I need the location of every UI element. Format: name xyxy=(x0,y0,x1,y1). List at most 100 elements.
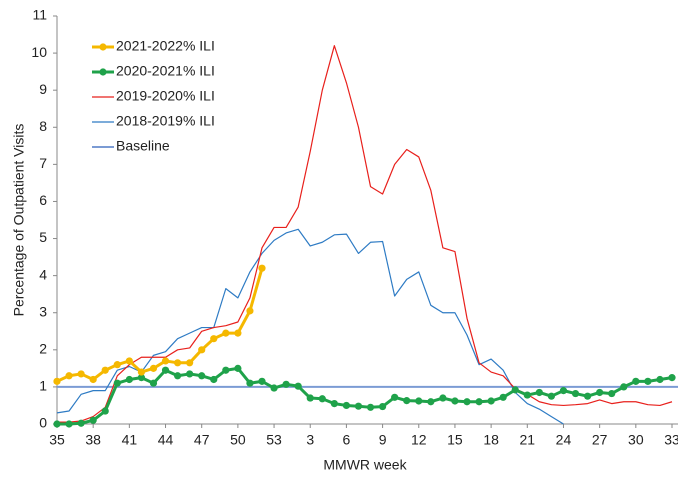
x-tick-label: 9 xyxy=(379,432,387,448)
marker xyxy=(149,379,158,387)
legend-label: 2020-2021% ILI xyxy=(116,63,215,79)
marker xyxy=(583,392,592,400)
marker xyxy=(125,375,133,384)
marker xyxy=(415,397,423,405)
marker xyxy=(427,398,435,406)
marker xyxy=(354,402,363,410)
marker xyxy=(173,372,182,380)
marker xyxy=(258,264,266,272)
y-tick-label: 3 xyxy=(39,303,47,319)
y-tick-label: 7 xyxy=(39,155,47,171)
marker xyxy=(258,377,266,385)
marker xyxy=(234,329,242,337)
y-tick-label: 8 xyxy=(39,118,47,134)
x-tick-label: 3 xyxy=(306,432,314,448)
x-axis-label: MMWR week xyxy=(323,457,407,473)
marker xyxy=(186,370,194,378)
marker xyxy=(342,401,351,410)
marker xyxy=(571,389,580,398)
x-tick-label: 33 xyxy=(664,432,678,448)
marker xyxy=(608,389,616,398)
marker xyxy=(65,372,73,380)
marker xyxy=(644,377,652,385)
marker xyxy=(535,388,543,397)
marker xyxy=(89,416,97,424)
marker xyxy=(186,359,194,367)
marker xyxy=(101,407,109,415)
x-tick-label: 12 xyxy=(411,432,427,448)
marker xyxy=(306,394,314,402)
y-tick-label: 6 xyxy=(39,192,47,208)
y-tick-label: 4 xyxy=(39,266,47,282)
x-tick-label: 53 xyxy=(266,432,282,448)
legend-label: 2019-2020% ILI xyxy=(116,88,215,104)
marker xyxy=(210,335,218,343)
y-tick-label: 9 xyxy=(39,81,47,97)
x-tick-label: 50 xyxy=(230,432,246,448)
marker xyxy=(113,361,121,369)
marker xyxy=(632,377,640,385)
marker xyxy=(210,375,218,384)
marker xyxy=(451,397,459,405)
marker xyxy=(173,359,182,367)
marker xyxy=(463,398,471,406)
marker xyxy=(246,307,254,315)
marker xyxy=(475,398,483,406)
marker xyxy=(511,386,519,394)
marker xyxy=(596,388,604,397)
marker xyxy=(77,419,85,427)
marker xyxy=(137,374,146,382)
marker xyxy=(198,346,206,354)
x-tick-label: 44 xyxy=(158,432,174,448)
y-tick-label: 11 xyxy=(32,7,47,23)
marker xyxy=(294,382,302,390)
y-tick-label: 5 xyxy=(39,229,47,245)
x-tick-label: 41 xyxy=(122,432,138,448)
marker xyxy=(198,372,206,380)
marker xyxy=(378,402,387,411)
marker xyxy=(282,380,290,388)
marker xyxy=(487,397,495,405)
marker xyxy=(330,400,338,408)
marker xyxy=(499,393,507,401)
y-tick-label: 1 xyxy=(39,378,47,394)
marker xyxy=(270,384,278,392)
legend-marker xyxy=(99,43,107,51)
marker xyxy=(668,374,676,382)
x-tick-label: 6 xyxy=(343,432,351,448)
marker xyxy=(65,420,73,428)
x-tick-label: 38 xyxy=(85,432,101,448)
x-tick-label: 21 xyxy=(520,432,536,448)
marker xyxy=(113,379,121,387)
marker xyxy=(620,383,628,391)
marker xyxy=(89,375,97,384)
marker xyxy=(125,357,133,365)
legend-label: 2018-2019% ILI xyxy=(116,113,215,129)
marker xyxy=(222,329,230,337)
marker xyxy=(53,420,61,428)
marker xyxy=(101,366,109,374)
y-axis-label: Percentage of Outpatient Visits xyxy=(11,124,27,317)
legend-label: 2021-2022% ILI xyxy=(116,38,215,54)
marker xyxy=(222,366,230,374)
y-tick-label: 10 xyxy=(31,44,47,60)
x-tick-label: 18 xyxy=(483,432,499,448)
series-line xyxy=(57,366,673,426)
y-tick-label: 2 xyxy=(39,341,47,357)
x-tick-label: 27 xyxy=(592,432,608,448)
marker xyxy=(149,364,158,372)
marker xyxy=(53,377,61,385)
x-tick-label: 47 xyxy=(194,432,210,448)
marker xyxy=(656,375,664,384)
marker xyxy=(161,366,170,374)
marker xyxy=(439,394,447,402)
marker xyxy=(547,392,556,400)
y-tick-label: 0 xyxy=(39,415,47,431)
marker xyxy=(234,364,242,372)
marker xyxy=(318,395,326,403)
x-tick-label: 24 xyxy=(556,432,572,448)
x-tick-label: 15 xyxy=(447,432,463,448)
x-tick-label: 35 xyxy=(49,432,65,448)
